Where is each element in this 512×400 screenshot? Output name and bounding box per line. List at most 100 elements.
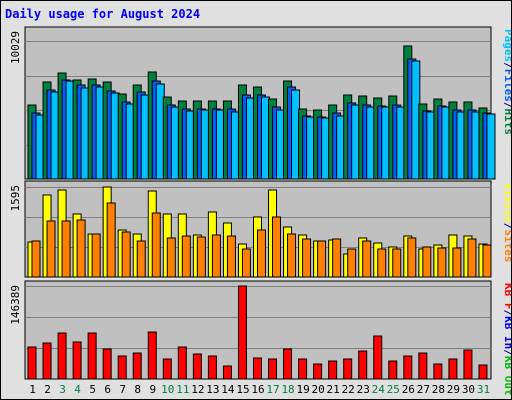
x-tick-label: 8: [134, 383, 141, 396]
bar-kbytes-kb-f: [343, 358, 353, 380]
x-tick-label: 18: [281, 383, 294, 396]
bar-visits-sites: [196, 236, 206, 278]
x-tick-label: 25: [387, 383, 400, 396]
bar-kbytes-kb-f: [283, 348, 293, 380]
x-tick-label: 16: [251, 383, 264, 396]
bar-kbytes-kb-f: [448, 358, 458, 380]
bar-visits-sites: [91, 233, 101, 278]
x-tick-label: 11: [176, 383, 189, 396]
x-tick-label: 2: [44, 383, 51, 396]
bar-kbytes-kb-f: [57, 332, 67, 380]
bar-visits-sites: [287, 233, 297, 278]
x-tick-label: 21: [327, 383, 340, 396]
legend-entry: Pages: [502, 29, 511, 62]
y-max-label-kbytes: 146389: [9, 285, 22, 325]
x-tick-label: 30: [462, 383, 475, 396]
legend-entry: Sites: [502, 229, 511, 262]
bar-kbytes-kb-f: [177, 346, 187, 380]
bar-kbytes-kb-f: [252, 357, 262, 380]
x-tick-label: 22: [342, 383, 355, 396]
bar-visits-sites: [76, 219, 86, 278]
bar-visits-sites: [377, 248, 387, 278]
x-tick-label: 27: [417, 383, 430, 396]
x-tick-label: 10: [161, 383, 174, 396]
bar-visits-sites: [241, 248, 251, 278]
x-tick-label: 3: [59, 383, 66, 396]
bar-visits-sites: [256, 229, 266, 278]
legend-entry: KB F: [502, 283, 511, 310]
x-tick-label: 17: [266, 383, 279, 396]
bar-visits-sites: [452, 247, 462, 278]
bar-visits-sites: [121, 231, 131, 278]
bar-kbytes-kb-f: [207, 355, 217, 380]
chart-title: Daily usage for August 2024: [5, 7, 200, 21]
x-tick-label: 28: [432, 383, 445, 396]
bar-kbytes-kb-f: [388, 360, 398, 380]
x-tick-label: 14: [221, 383, 235, 396]
bar-kbytes-kb-f: [87, 332, 97, 380]
bar-visits-sites: [46, 220, 56, 278]
bar-visits-sites: [272, 216, 282, 278]
x-tick-label: 12: [191, 383, 204, 396]
x-tick-label: 26: [402, 383, 415, 396]
bar-visits-sites: [332, 238, 342, 278]
bar-kbytes-kb-f: [268, 358, 278, 380]
bar-kbytes-kb-f: [463, 349, 473, 380]
bar-requests-pages: [486, 113, 496, 180]
bar-kbytes-kb-f: [418, 352, 428, 380]
bar-visits-sites: [317, 240, 327, 278]
bar-visits-sites: [362, 240, 372, 278]
bar-kbytes-kb-f: [117, 355, 127, 380]
bar-kbytes-kb-f: [358, 350, 368, 380]
legend-entry: Hits: [502, 109, 511, 136]
legend-entry: Visits: [502, 183, 511, 223]
bar-visits-sites: [226, 235, 236, 278]
x-tick-label: 9: [149, 383, 156, 396]
legend-entry: /: [502, 62, 511, 69]
chart-panels: 10029Pages/Files/Hits1595Visits/Sites146…: [9, 26, 511, 396]
bar-visits-sites: [106, 202, 116, 278]
legend-entry: /: [502, 349, 511, 356]
legend-entry: /: [502, 102, 511, 109]
bar-kbytes-kb-f: [373, 335, 383, 380]
bar-kbytes-kb-f: [478, 364, 488, 380]
bar-kbytes-kb-f: [433, 363, 443, 380]
bar-kbytes-kb-f: [222, 365, 232, 380]
x-tick-label: 13: [206, 383, 219, 396]
x-tick-label: 19: [296, 383, 309, 396]
bar-visits-sites: [467, 238, 477, 278]
x-tick-label: 7: [119, 383, 126, 396]
legend-kbytes: KB F/KB In/KB Out: [502, 283, 511, 396]
bar-kbytes-kb-f: [102, 348, 112, 380]
legend-entry: /: [502, 223, 511, 230]
bar-kbytes-kb-f: [27, 346, 37, 380]
bar-kbytes-kb-f: [298, 358, 308, 380]
bar-visits-sites: [211, 234, 221, 278]
bar-visits-sites: [31, 240, 41, 278]
bar-visits-sites: [347, 248, 357, 278]
bar-visits-sites: [482, 244, 492, 278]
bar-kbytes-kb-f: [162, 358, 172, 380]
x-tick-label: 31: [477, 383, 490, 396]
x-tick-label: 15: [236, 383, 249, 396]
bar-visits-sites: [392, 248, 402, 278]
x-axis-ticks: 1 2 3 4 5 6 7 8 9 10 11 12 13 14 15 16 17 18 19 20 21 22 23 24 2…: [29, 383, 490, 396]
bar-visits-sites: [422, 246, 432, 278]
bar-kbytes-kb-f: [328, 360, 338, 380]
legend-requests: Pages/Files/Hits: [502, 29, 511, 135]
bar-kbytes-kb-f: [237, 285, 247, 380]
legend-visits: Visits/Sites: [502, 183, 511, 263]
x-tick-label: 24: [372, 383, 386, 396]
y-max-label-requests: 10029: [9, 31, 22, 64]
bar-kbytes-kb-f: [192, 353, 202, 380]
x-tick-label: 6: [104, 383, 111, 396]
legend-entry: Files: [502, 69, 511, 102]
bar-visits-sites: [136, 240, 146, 278]
bar-visits-sites: [302, 238, 312, 278]
bar-visits-sites: [181, 235, 191, 278]
x-tick-label: 23: [357, 383, 370, 396]
y-max-label-visits: 1595: [9, 185, 22, 212]
